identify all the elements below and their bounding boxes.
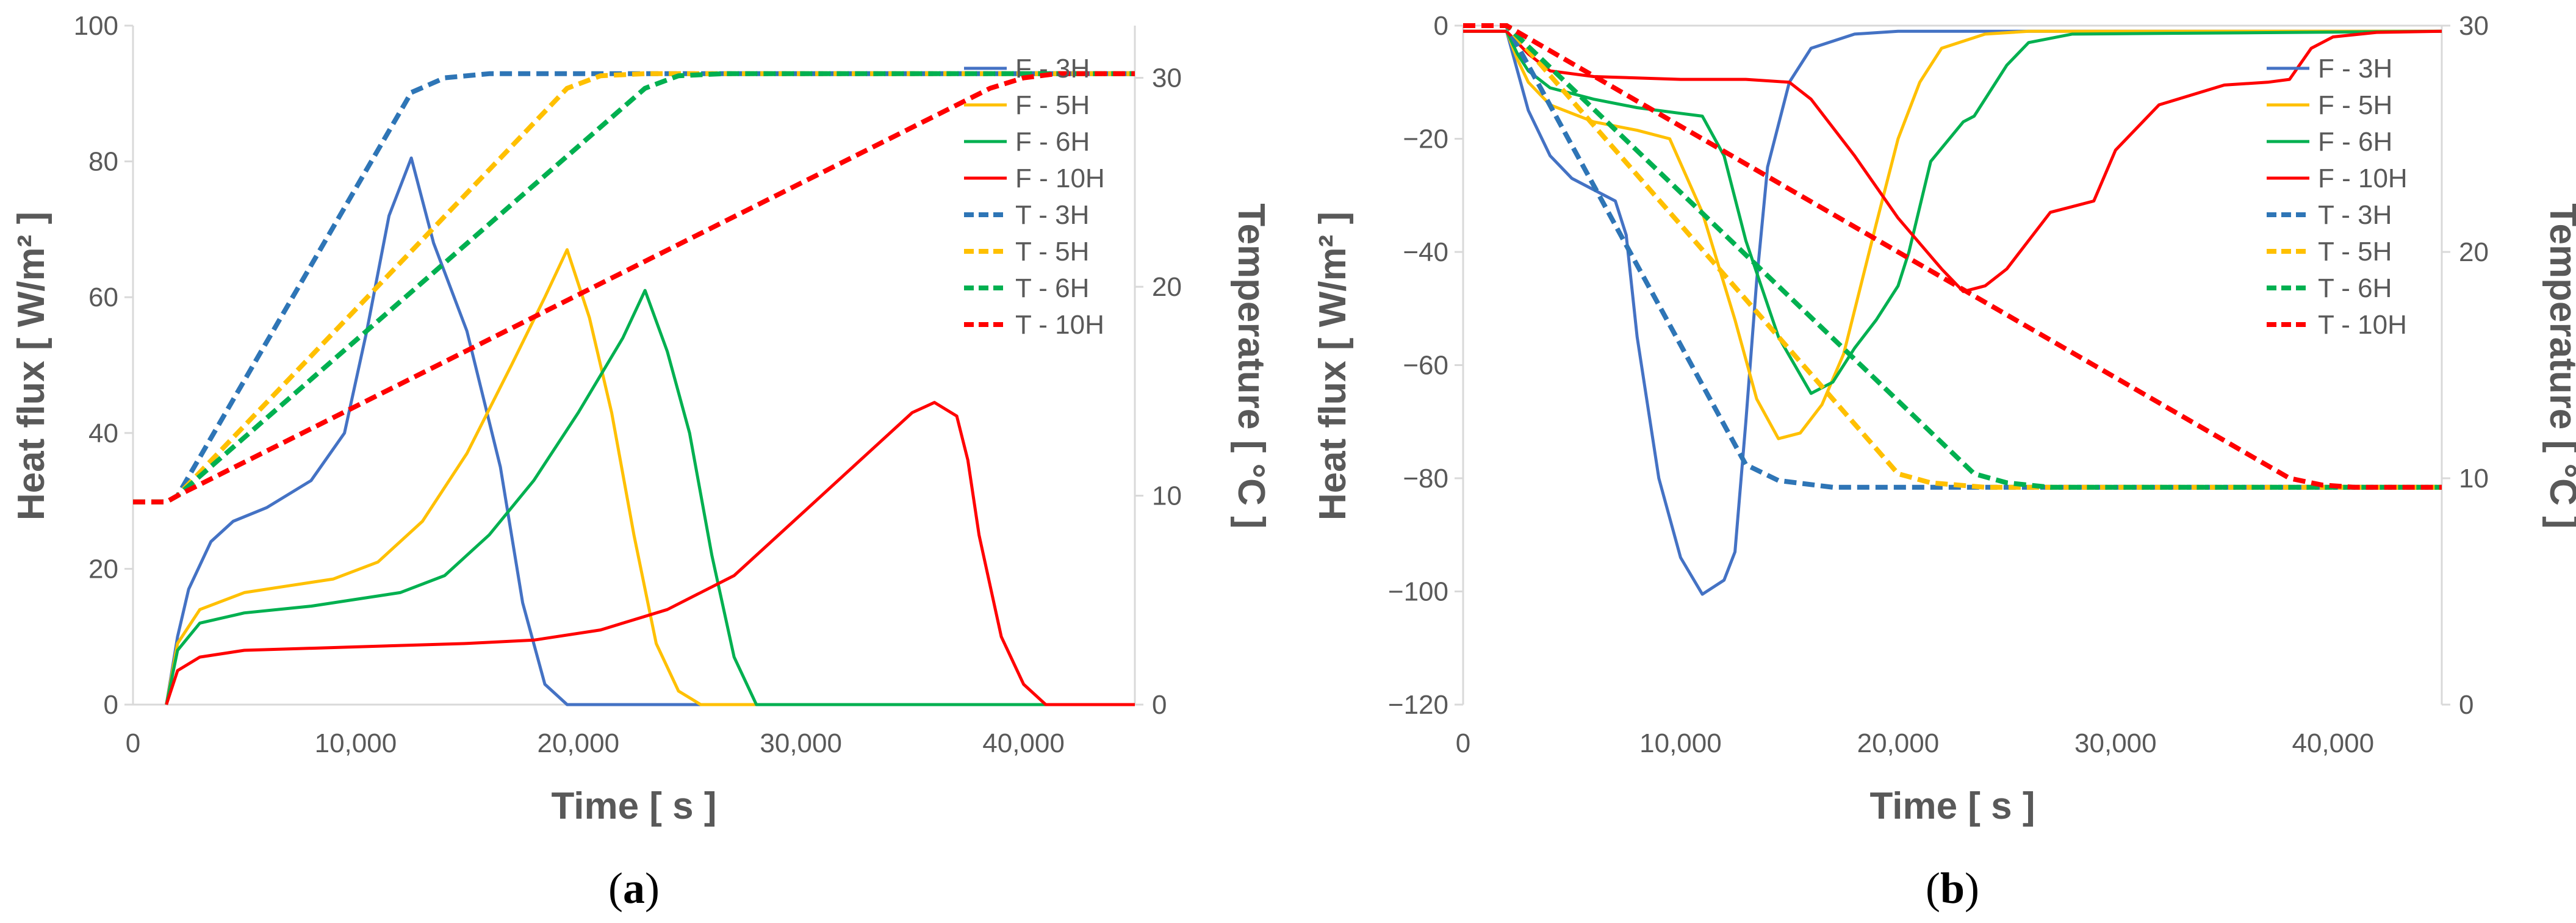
panel-a-y2-axis-title: Temperature [ °C ] xyxy=(1230,203,1272,529)
panel-a-chart: 0 20 40 60 80 100 0 10 20 30 0 10,000 20,000 30,000… xyxy=(10,11,1272,913)
legend-label: F - 10H xyxy=(2318,163,2408,193)
series-line-f-3h xyxy=(1463,29,2442,596)
y2-tick-label: 20 xyxy=(2459,237,2489,267)
panel-b-y-axis-title: Heat flux [ W/m² ] xyxy=(1312,212,1354,520)
panel-a-y2-ticks: 0 10 20 30 xyxy=(1135,63,1182,720)
legend-label: F - 3H xyxy=(2318,54,2392,84)
panel-b-y2-axis-title: Temperature [ °C ] xyxy=(2542,203,2576,529)
y-tick-label: 80 xyxy=(88,147,118,177)
y-tick-label: −40 xyxy=(1403,237,1448,267)
panel-a-caption-close: ) xyxy=(645,864,660,913)
legend-label: F - 3H xyxy=(1015,54,1090,84)
panel-b-legend: F - 3H F - 5H F - 6H F - 10H T - 3H T - 5H T -… xyxy=(2267,54,2408,340)
y2-tick-label: 0 xyxy=(1152,690,1167,720)
legend-label: T - 10H xyxy=(2318,310,2407,340)
series-line-f-3h xyxy=(165,156,1135,706)
legend-label: F - 6H xyxy=(2318,127,2392,157)
panel-b-y-ticks: −120 −100 −80 −60 −40 −20 0 xyxy=(1388,11,1463,720)
panel-b-y2-ticks: 0 10 20 30 xyxy=(2442,11,2489,720)
series-line-f-5h xyxy=(165,248,1135,706)
y-tick-label: −120 xyxy=(1388,690,1448,720)
series-line-f-6h xyxy=(1463,29,2442,395)
panel-b-x-ticks: 0 10,000 20,000 30,000 40,000 xyxy=(1456,728,2374,758)
y2-tick-label: 10 xyxy=(2459,464,2489,494)
series-line-t-5h xyxy=(1463,23,2442,490)
panel-a-x-axis-title: Time [ s ] xyxy=(551,785,716,827)
panel-b-caption: (b) xyxy=(1926,864,1979,913)
panel-a-series xyxy=(133,71,1135,706)
x-tick-label: 40,000 xyxy=(2292,728,2374,758)
panel-b-caption-close: ) xyxy=(1965,864,1979,913)
y-tick-label: 0 xyxy=(1434,11,1448,41)
y2-tick-label: 20 xyxy=(1152,272,1182,302)
x-tick-label: 10,000 xyxy=(315,728,397,758)
y-tick-label: −60 xyxy=(1403,351,1448,381)
legend-label: T - 6H xyxy=(2318,273,2392,303)
legend-label: F - 6H xyxy=(1015,127,1090,157)
panel-b-caption-open: ( xyxy=(1926,864,1940,913)
panel-a-caption-letter: a xyxy=(623,864,645,913)
series-line-t-6h xyxy=(133,71,1135,505)
legend-label: T - 3H xyxy=(2318,200,2392,230)
y-tick-label: −100 xyxy=(1388,577,1448,607)
y-tick-label: 20 xyxy=(88,554,118,584)
x-tick-label: 40,000 xyxy=(982,728,1065,758)
series-line-f-10h xyxy=(165,401,1135,706)
panel-a-y-axis-title: Heat flux [ W/m² ] xyxy=(10,212,52,520)
panel-a-y-ticks: 0 20 40 60 80 100 xyxy=(74,11,133,720)
legend-label: T - 3H xyxy=(1015,200,1089,230)
legend-label: T - 6H xyxy=(1015,273,1089,303)
panel-b-series xyxy=(1463,23,2442,596)
y2-tick-label: 30 xyxy=(1152,63,1182,93)
panel-a-x-ticks: 0 10,000 20,000 30,000 40,000 xyxy=(126,728,1065,758)
panel-a-caption: (a) xyxy=(608,864,660,913)
x-tick-label: 20,000 xyxy=(537,728,619,758)
series-line-f-6h xyxy=(165,289,1135,706)
series-line-f-10h xyxy=(1463,29,2442,293)
series-line-f-5h xyxy=(1463,29,2442,440)
y-tick-label: 100 xyxy=(74,11,118,41)
legend-label: T - 10H xyxy=(1015,310,1104,340)
panel-b-chart: −120 −100 −80 −60 −40 −20 0 0 10 20 30 0 10,000 20,… xyxy=(1312,11,2576,913)
y-tick-label: −80 xyxy=(1403,464,1448,494)
panel-b-caption-letter: b xyxy=(1940,864,1965,913)
y2-tick-label: 10 xyxy=(1152,481,1182,511)
y-tick-label: 60 xyxy=(88,282,118,312)
legend-label: F - 5H xyxy=(2318,90,2392,120)
y2-tick-label: 30 xyxy=(2459,11,2489,41)
x-tick-label: 30,000 xyxy=(2074,728,2157,758)
series-line-t-3h xyxy=(133,71,1135,505)
y-tick-label: −20 xyxy=(1403,124,1448,154)
x-tick-label: 0 xyxy=(126,728,140,758)
x-tick-label: 20,000 xyxy=(1857,728,1940,758)
series-line-t-10h xyxy=(1463,23,2442,490)
panel-a-caption-open: ( xyxy=(608,864,623,913)
x-tick-label: 10,000 xyxy=(1639,728,1722,758)
panel-a-legend: F - 3H F - 5H F - 6H F - 10H T - 3H T - 5H T -… xyxy=(964,54,1105,340)
legend-label: F - 10H xyxy=(1015,163,1105,193)
legend-label: F - 5H xyxy=(1015,90,1090,120)
x-tick-label: 0 xyxy=(1456,728,1470,758)
x-tick-label: 30,000 xyxy=(760,728,842,758)
series-line-t-10h xyxy=(133,71,1135,505)
panel-b-x-axis-title: Time [ s ] xyxy=(1869,785,2035,827)
series-line-t-6h xyxy=(1463,23,2442,490)
series-line-t-3h xyxy=(1463,23,2442,490)
y-tick-label: 0 xyxy=(104,690,118,720)
y-tick-label: 40 xyxy=(88,418,118,448)
legend-label: T - 5H xyxy=(2318,237,2392,267)
y2-tick-label: 0 xyxy=(2459,690,2473,720)
legend-label: T - 5H xyxy=(1015,237,1089,267)
series-line-t-5h xyxy=(133,71,1135,505)
